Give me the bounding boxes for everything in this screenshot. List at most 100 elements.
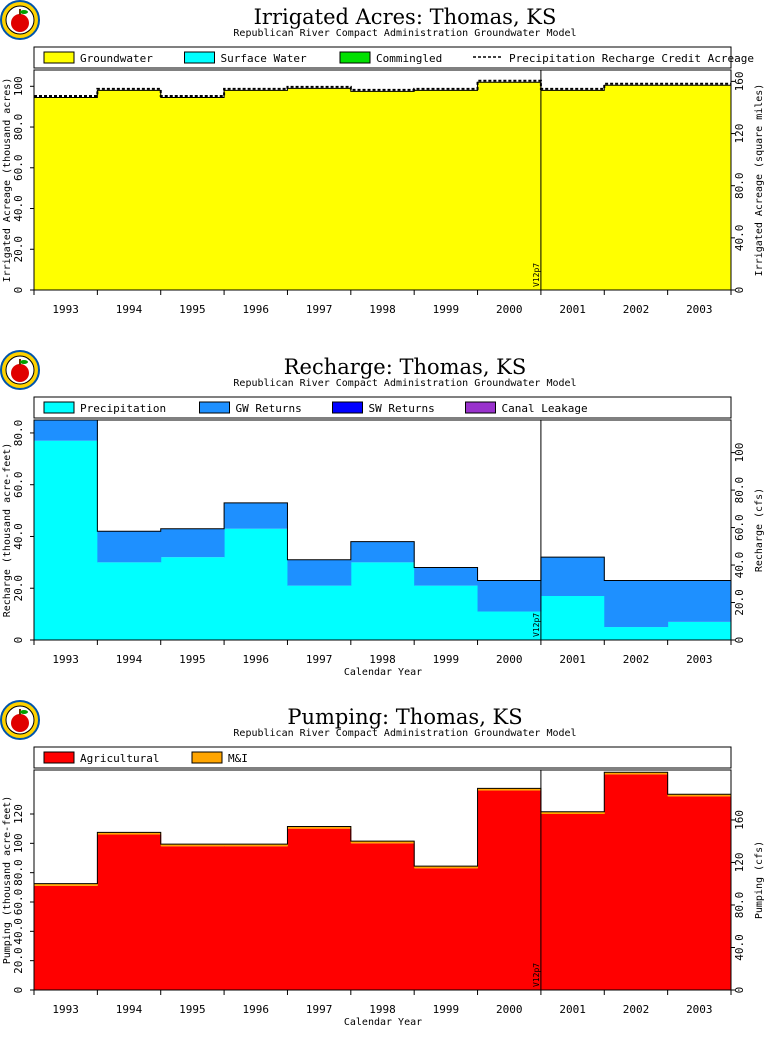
x-tick-label: 1997 bbox=[306, 303, 333, 316]
area-segment bbox=[477, 580, 542, 612]
area-segment bbox=[97, 90, 162, 291]
area-segment bbox=[667, 621, 732, 640]
y-tick-label: 120 bbox=[12, 804, 25, 824]
area-segment bbox=[604, 627, 669, 640]
y-tick-label: 80.0 bbox=[12, 114, 25, 141]
x-tick-label: 1995 bbox=[179, 1003, 206, 1016]
x-tick-label: 1994 bbox=[116, 1003, 143, 1016]
area-segment bbox=[540, 814, 605, 990]
area-segment bbox=[350, 843, 415, 990]
legend-swatch bbox=[43, 751, 75, 764]
area-segment bbox=[477, 82, 542, 290]
x-tick-label: 2003 bbox=[686, 1003, 713, 1016]
y-tick-label: 60.0 bbox=[12, 155, 25, 182]
x-tick-label: 1996 bbox=[243, 653, 270, 666]
x-tick-label: 2000 bbox=[496, 1003, 523, 1016]
y-axis-label: Recharge (thousand acre-feet) bbox=[2, 443, 13, 618]
stack-outline bbox=[34, 771, 731, 885]
y2-tick-label: 40.0 bbox=[733, 552, 746, 579]
x-tick-label: 1996 bbox=[243, 303, 270, 316]
y2-tick-label: 60.0 bbox=[733, 514, 746, 541]
y2-tick-label: 120 bbox=[733, 124, 746, 144]
y-tick-label: 0 bbox=[12, 287, 25, 294]
x-tick-label: 1998 bbox=[369, 653, 396, 666]
area-segment bbox=[224, 844, 288, 847]
y2-tick-label: 80.0 bbox=[733, 172, 746, 199]
y-tick-label: 0 bbox=[12, 637, 25, 644]
area-segment bbox=[160, 557, 225, 640]
area-segment bbox=[667, 85, 732, 291]
area-segment bbox=[97, 832, 162, 835]
y2-axis-label: Irrigated Acreage (square miles) bbox=[754, 84, 765, 277]
area-segment bbox=[350, 562, 415, 640]
y2-tick-label: 0 bbox=[733, 987, 746, 994]
legend-swatch bbox=[43, 401, 75, 414]
apple-logo-icon bbox=[0, 700, 40, 740]
y-tick-label: 20.0 bbox=[12, 236, 25, 263]
x-tick-label: 1995 bbox=[179, 653, 206, 666]
chart-title: Pumping: Thomas, KS bbox=[287, 705, 522, 729]
area-segment bbox=[97, 562, 162, 640]
chart-subtitle: Republican River Compact Administration … bbox=[233, 728, 576, 739]
chart-title: Irrigated Acres: Thomas, KS bbox=[254, 5, 557, 29]
legend-label: Commingled bbox=[376, 52, 442, 65]
x-tick-label: 2000 bbox=[496, 653, 523, 666]
legend-label: M&I bbox=[228, 752, 248, 765]
area-segment bbox=[414, 866, 479, 869]
irrigated-acres-panel: Irrigated Acres: Thomas, KS Republican Ri… bbox=[0, 0, 768, 348]
area-segment bbox=[414, 868, 479, 990]
y-tick-label: 20.0 bbox=[12, 575, 25, 602]
area-segment bbox=[477, 790, 542, 990]
area-segment bbox=[160, 844, 225, 847]
area-segment bbox=[287, 559, 352, 586]
stack-outline bbox=[34, 419, 731, 581]
y2-tick-label: 0 bbox=[733, 287, 746, 294]
area-segment bbox=[350, 91, 415, 290]
plot-frame bbox=[33, 419, 732, 641]
legend-swatch bbox=[332, 401, 363, 414]
legend-swatch bbox=[184, 51, 215, 64]
area-segment bbox=[97, 834, 162, 990]
legend-swatch bbox=[43, 51, 75, 64]
y2-tick-label: 20.0 bbox=[733, 589, 746, 616]
legend-swatch bbox=[465, 401, 496, 414]
area-segment bbox=[414, 585, 479, 640]
y-tick-label: 40.0 bbox=[12, 918, 25, 945]
area-segment bbox=[604, 85, 669, 291]
x-tick-label: 1997 bbox=[306, 1003, 333, 1016]
y2-tick-label: 80.0 bbox=[733, 892, 746, 919]
y2-tick-label: 160 bbox=[733, 810, 746, 830]
x-tick-label: 1999 bbox=[433, 653, 460, 666]
x-tick-label: 2000 bbox=[496, 303, 523, 316]
y2-tick-label: 120 bbox=[733, 853, 746, 873]
area-segment bbox=[414, 567, 479, 586]
y2-tick-label: 0 bbox=[733, 637, 746, 644]
x-tick-label: 1993 bbox=[52, 303, 79, 316]
legend-label: Precipitation bbox=[80, 402, 166, 415]
x-tick-label: 2003 bbox=[686, 653, 713, 666]
legend-label: GW Returns bbox=[236, 402, 302, 415]
x-tick-label: 1999 bbox=[433, 1003, 460, 1016]
y-tick-label: 20.0 bbox=[12, 947, 25, 974]
legend-label: Groundwater bbox=[80, 52, 153, 65]
y-tick-label: 40.0 bbox=[12, 523, 25, 550]
legend-label: Canal Leakage bbox=[502, 402, 588, 415]
area-segment bbox=[287, 826, 352, 829]
area-segment bbox=[224, 846, 288, 990]
area-segment bbox=[160, 846, 225, 990]
apple-logo-icon bbox=[0, 0, 40, 40]
y-axis-label: Pumping (thousand acre-feet) bbox=[2, 796, 13, 965]
area-segment bbox=[34, 883, 98, 886]
legend-swatch bbox=[191, 751, 223, 764]
area-segment bbox=[224, 528, 288, 640]
y2-axis-label: Recharge (cfs) bbox=[754, 488, 765, 572]
plot-frame bbox=[33, 69, 732, 291]
x-tick-label: 1999 bbox=[433, 303, 460, 316]
legend-label: Precipitation Recharge Credit Acreage bbox=[509, 52, 754, 65]
y2-tick-label: 40.0 bbox=[733, 934, 746, 961]
marker-label: V12p7 bbox=[532, 963, 541, 987]
area-segment bbox=[477, 788, 542, 791]
x-tick-label: 2001 bbox=[559, 303, 586, 316]
